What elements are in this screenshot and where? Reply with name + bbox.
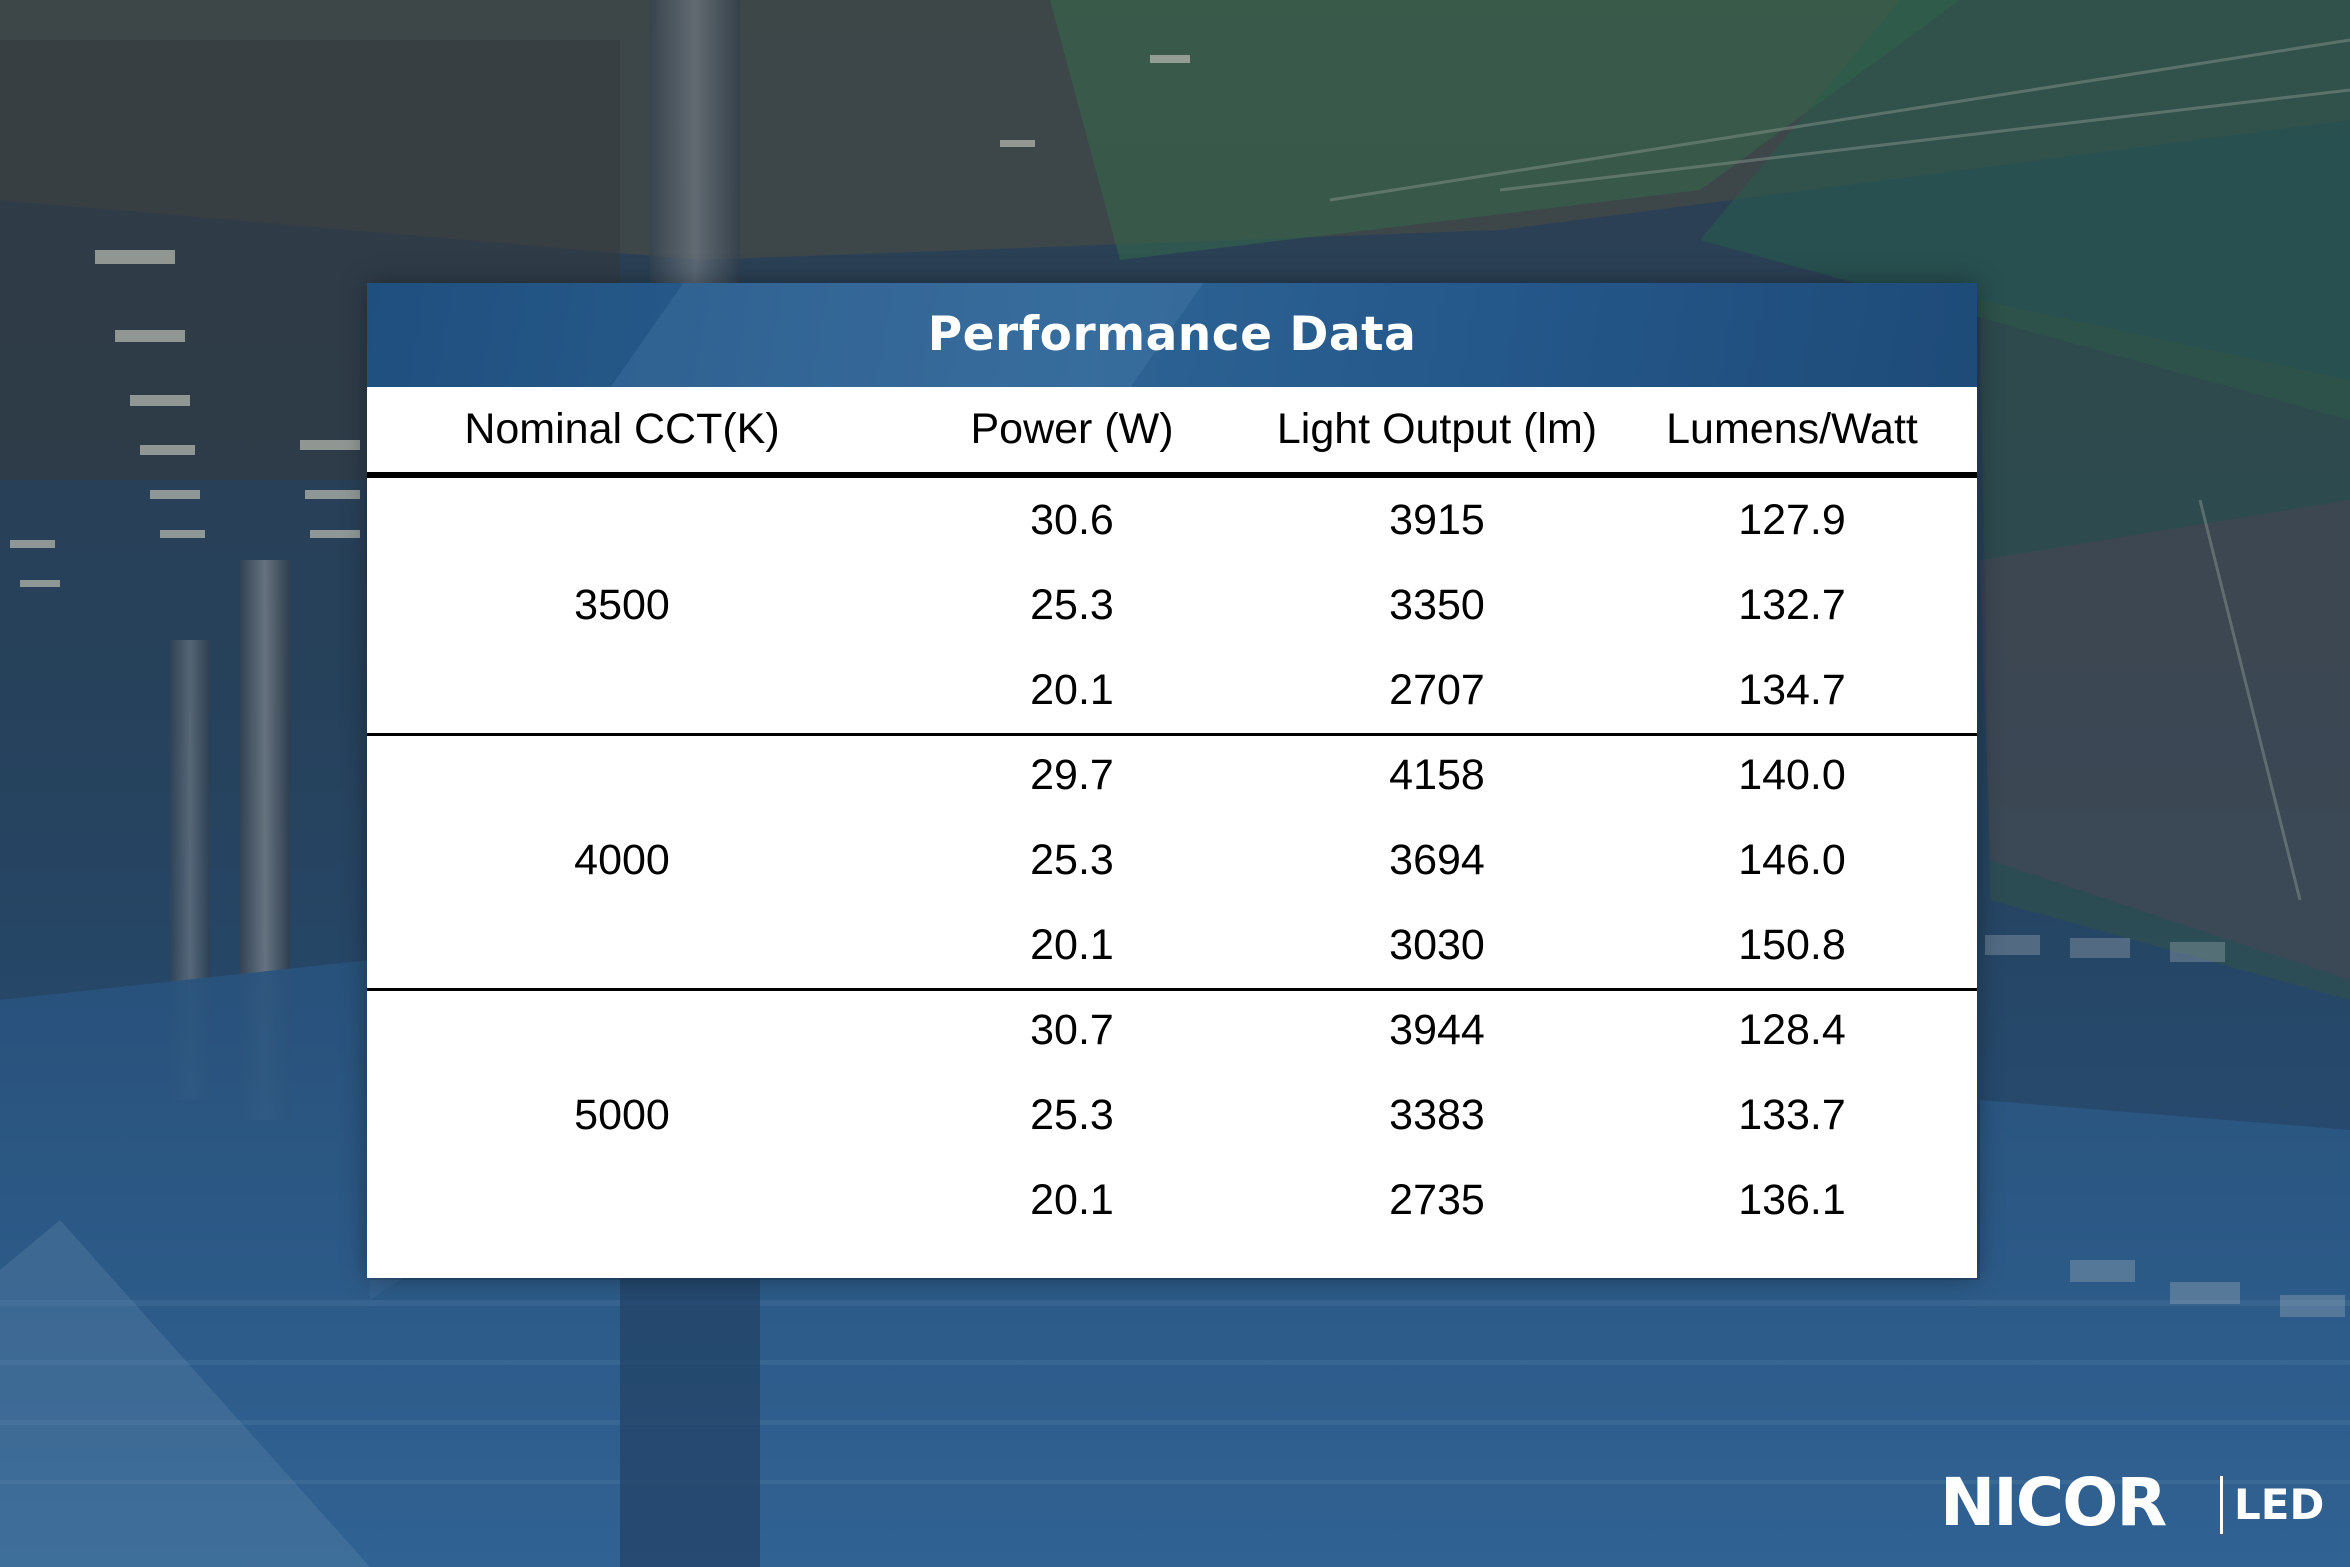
table-title: Performance Data (927, 307, 1417, 362)
logo-divider (2220, 1476, 2223, 1534)
efficacy-cell: 150.8 (1738, 921, 1846, 969)
efficacy-cell: 133.7 (1738, 1091, 1846, 1139)
column-header-row: Nominal CCT(K) Power (W) Light Output (l… (367, 387, 1977, 478)
light-output-cell: 4158 (1389, 751, 1485, 799)
light-output-cell: 2707 (1389, 666, 1485, 714)
cct-value: 4000 (574, 836, 670, 884)
logo-wordmark: NICOR (1940, 1464, 2167, 1541)
cct-value: 3500 (574, 581, 670, 629)
table-header-bar: Performance Data (367, 283, 1977, 387)
light-output-cell: 3030 (1389, 921, 1485, 969)
light-output-cell: 2735 (1389, 1176, 1485, 1224)
efficacy-cell: 136.1 (1738, 1176, 1846, 1224)
efficacy-cell: 127.9 (1738, 496, 1846, 544)
light-output-cell: 3694 (1389, 836, 1485, 884)
performance-data-table: Performance Data Nominal CCT(K) Power (W… (367, 283, 1977, 1278)
light-output-cell: 3915 (1389, 496, 1485, 544)
efficacy-cell: 140.0 (1738, 751, 1846, 799)
power-cell: 25.3 (1030, 836, 1114, 884)
power-cell: 30.7 (1030, 1006, 1114, 1054)
cct-value: 5000 (574, 1091, 670, 1139)
power-cell: 20.1 (1030, 666, 1114, 714)
efficacy-cell: 128.4 (1738, 1006, 1846, 1054)
column-header-light-output: Light Output (lm) (1276, 405, 1598, 453)
light-output-cell: 3383 (1389, 1091, 1485, 1139)
nicor-led-logo: NICOR LED (1940, 1464, 2324, 1541)
power-cell: 20.1 (1030, 921, 1114, 969)
efficacy-cell: 134.7 (1738, 666, 1846, 714)
table-group-5000: 5000 30.7 3944 128.4 25.3 3383 133.7 20.… (367, 988, 1977, 1243)
table-group-4000: 4000 29.7 4158 140.0 25.3 3694 146.0 20.… (367, 733, 1977, 991)
column-header-power: Power (W) (970, 405, 1174, 453)
efficacy-cell: 132.7 (1738, 581, 1846, 629)
power-cell: 25.3 (1030, 581, 1114, 629)
table-group-3500: 3500 30.6 3915 127.9 25.3 3350 132.7 20.… (367, 478, 1977, 736)
light-output-cell: 3350 (1389, 581, 1485, 629)
power-cell: 30.6 (1030, 496, 1114, 544)
logo-suffix: LED (2234, 1480, 2325, 1529)
power-cell: 29.7 (1030, 751, 1114, 799)
column-header-cct: Nominal CCT(K) (464, 405, 780, 453)
column-header-lumens-per-watt: Lumens/Watt (1666, 405, 1918, 453)
power-cell: 20.1 (1030, 1176, 1114, 1224)
power-cell: 25.3 (1030, 1091, 1114, 1139)
light-output-cell: 3944 (1389, 1006, 1485, 1054)
efficacy-cell: 146.0 (1738, 836, 1846, 884)
